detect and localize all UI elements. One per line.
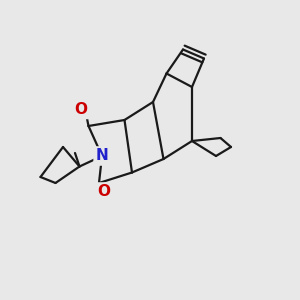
- Text: O: O: [74, 102, 88, 117]
- Text: O: O: [97, 184, 110, 200]
- Text: N: N: [96, 148, 108, 164]
